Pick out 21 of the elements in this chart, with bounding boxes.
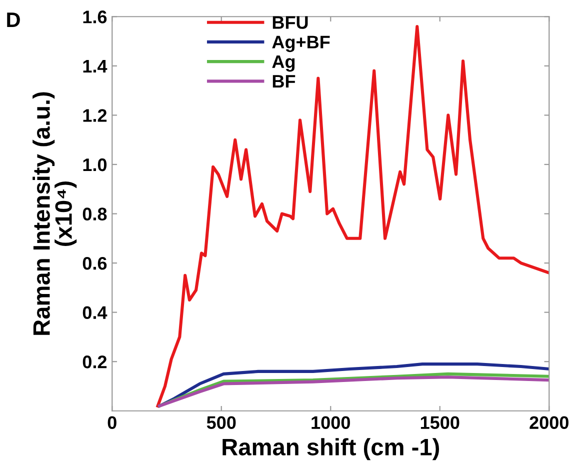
x-axis-title: Raman shift (cm -1) (222, 438, 440, 460)
y-tick-label: 0.4 (82, 306, 108, 320)
legend-label: BFU (272, 16, 308, 29)
legend-label: Ag (272, 55, 295, 72)
x-tick-label: 500 (206, 416, 236, 429)
y-tick-label: 0.6 (82, 256, 107, 270)
legend-label: BF (272, 75, 296, 88)
y-tick-label: 0.8 (82, 208, 107, 220)
x-tick-label: 1500 (420, 416, 460, 429)
line-series (158, 362, 550, 408)
x-tick-label: 0 (108, 416, 116, 429)
y-tick-label: 1.4 (83, 60, 108, 72)
y-tick-label: 1.6 (83, 10, 107, 24)
y-tick-label: 1.0 (83, 158, 107, 172)
text: D (7, 12, 20, 27)
x-tick-label: 1000 (312, 416, 350, 429)
x-tick-label: 2000 (530, 416, 568, 429)
legend-label: Ag+BF (272, 36, 330, 52)
y-axis-title: Raman Intensity (a.u.) (x10⁴) (32, 92, 77, 335)
y-tick-label: 0.2 (82, 356, 107, 368)
y-tick-label: 1.2 (83, 109, 107, 122)
